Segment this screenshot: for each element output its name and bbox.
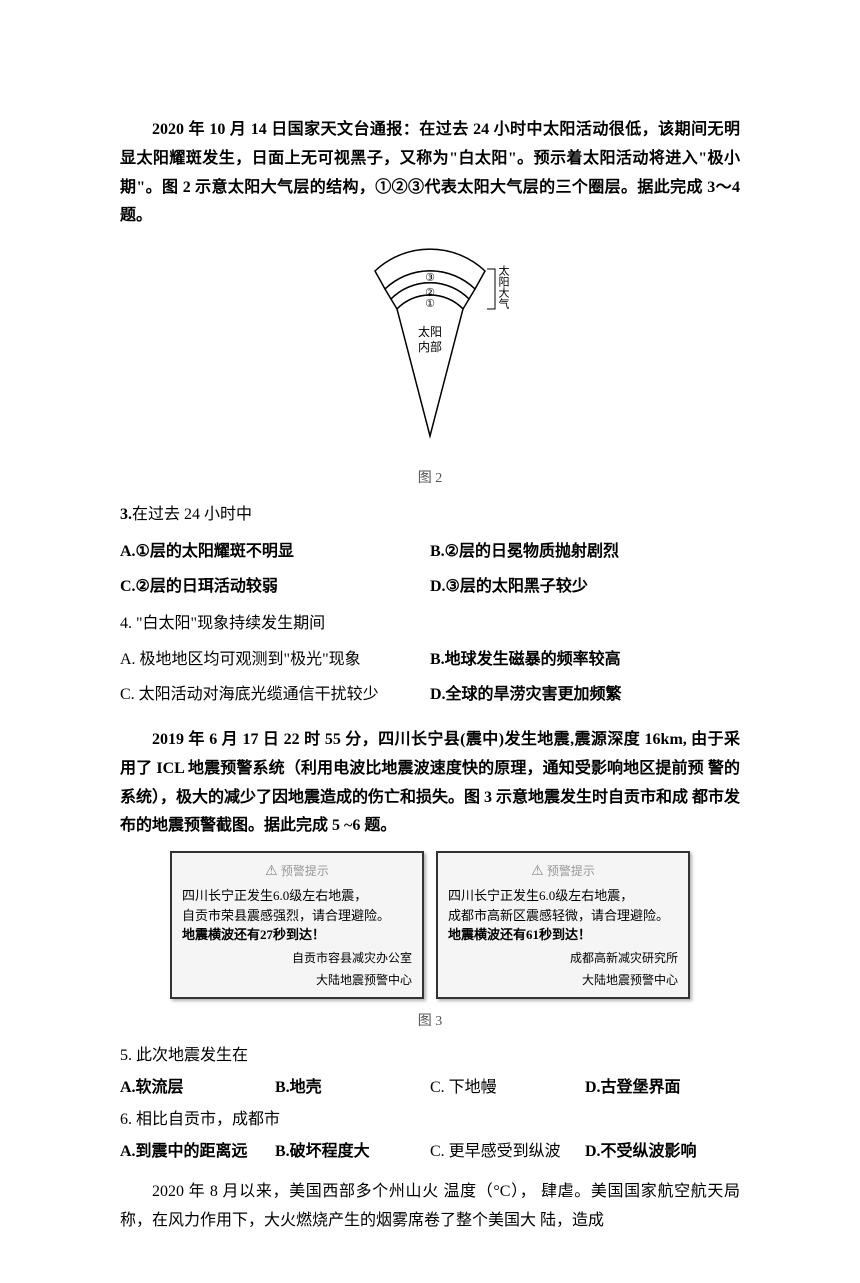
passage-2: 2019 年 6 月 17 日 22 时 55 分，四川长宁县(震中)发生地震,… — [120, 726, 740, 841]
layer-3-label: ③ — [425, 272, 435, 284]
layer-1-label: ① — [425, 298, 435, 310]
warning-icon: ⚠ — [265, 861, 278, 882]
q4-option-b: B.地球发生磁暴的频率较高 — [430, 646, 740, 675]
alert-box-zigong: ⚠ 预警提示 四川长宁正发生6.0级左右地震， 自贡市荣县震感强烈，请合理避险。… — [170, 851, 424, 999]
q3-option-a: A.①层的太阳耀斑不明显 — [120, 538, 430, 567]
alert1-footer1: 自贡市容县减灾办公室 — [182, 949, 412, 967]
q6-option-c: C. 更早感受到纵波 — [430, 1140, 585, 1164]
alert2-line1: 四川长宁正发生6.0级左右地震， — [448, 886, 678, 906]
figure-3: ⚠ 预警提示 四川长宁正发生6.0级左右地震， 自贡市荣县震感强烈，请合理避险。… — [120, 851, 740, 999]
q4-option-c: C. 太阳活动对海底光缆通信干扰较少 — [120, 681, 430, 710]
alert1-line2: 自贡市荣县震感强烈，请合理避险。 — [182, 906, 412, 926]
alert1-line1: 四川长宁正发生6.0级左右地震， — [182, 886, 412, 906]
alert2-footer2: 大陆地震预警中心 — [448, 971, 678, 989]
q6-option-b: B.破坏程度大 — [275, 1140, 430, 1164]
fig3-caption: 图 3 — [120, 1009, 740, 1034]
inner-label-1: 太阳 — [418, 324, 442, 339]
q5-stem: 5. 此次地震发生在 — [120, 1044, 740, 1068]
q6-option-d: D.不受纵波影响 — [585, 1140, 740, 1164]
q5-option-a: A.软流层 — [120, 1076, 275, 1100]
alert2-line2: 成都市高新区震感轻微，请合理避险。 — [448, 906, 678, 926]
q4-option-a: A. 极地地区均可观测到"极光"现象 — [120, 646, 430, 675]
q6-stem: 6. 相比自贡市，成都市 — [120, 1108, 740, 1132]
alert-box-chengdu: ⚠ 预警提示 四川长宁正发生6.0级左右地震， 成都市高新区震感轻微，请合理避险… — [436, 851, 690, 999]
q3-option-d: D.③层的太阳黑子较少 — [430, 573, 740, 602]
passage-3: 2020 年 8 月以来，美国西部多个州山火 温度（°C）， 肆虐。美国国家航空… — [120, 1178, 740, 1236]
q5-option-b: B.地壳 — [275, 1076, 430, 1100]
q4-stem: 4. "白太阳"现象持续发生期间 — [120, 610, 740, 639]
alert1-footer2: 大陆地震预警中心 — [182, 971, 412, 989]
q3-option-c: C.②层的日珥活动较弱 — [120, 573, 430, 602]
q3-stem: 3.在过去 24 小时中 — [120, 501, 740, 530]
right-label: 太阳大气 — [497, 265, 510, 309]
q5-option-c: C. 下地幔 — [430, 1076, 585, 1100]
alert2-countdown: 地震横波还有61秒到达！ — [448, 925, 678, 945]
inner-label-2: 内部 — [418, 339, 442, 354]
passage-1: 2020 年 10 月 14 日国家天文台通报：在过去 24 小时中太阳活动很低… — [120, 116, 740, 231]
q5-option-d: D.古登堡界面 — [585, 1076, 740, 1100]
fig2-caption: 图 2 — [120, 466, 740, 491]
sun-atmosphere-diagram: ③ ② ① 太阳 内部 太阳大气 — [345, 241, 515, 451]
q3-option-b: B.②层的日冕物质抛射剧烈 — [430, 538, 740, 567]
figure-2: ③ ② ① 太阳 内部 太阳大气 图 2 — [120, 241, 740, 491]
warning-icon: ⚠ — [531, 861, 544, 882]
alert1-countdown: 地震横波还有27秒到达！ — [182, 925, 412, 945]
q6-option-a: A.到震中的距离远 — [120, 1140, 275, 1164]
q4-option-d: D.全球的旱涝灾害更加频繁 — [430, 681, 740, 710]
alert2-footer1: 成都高新减灾研究所 — [448, 949, 678, 967]
